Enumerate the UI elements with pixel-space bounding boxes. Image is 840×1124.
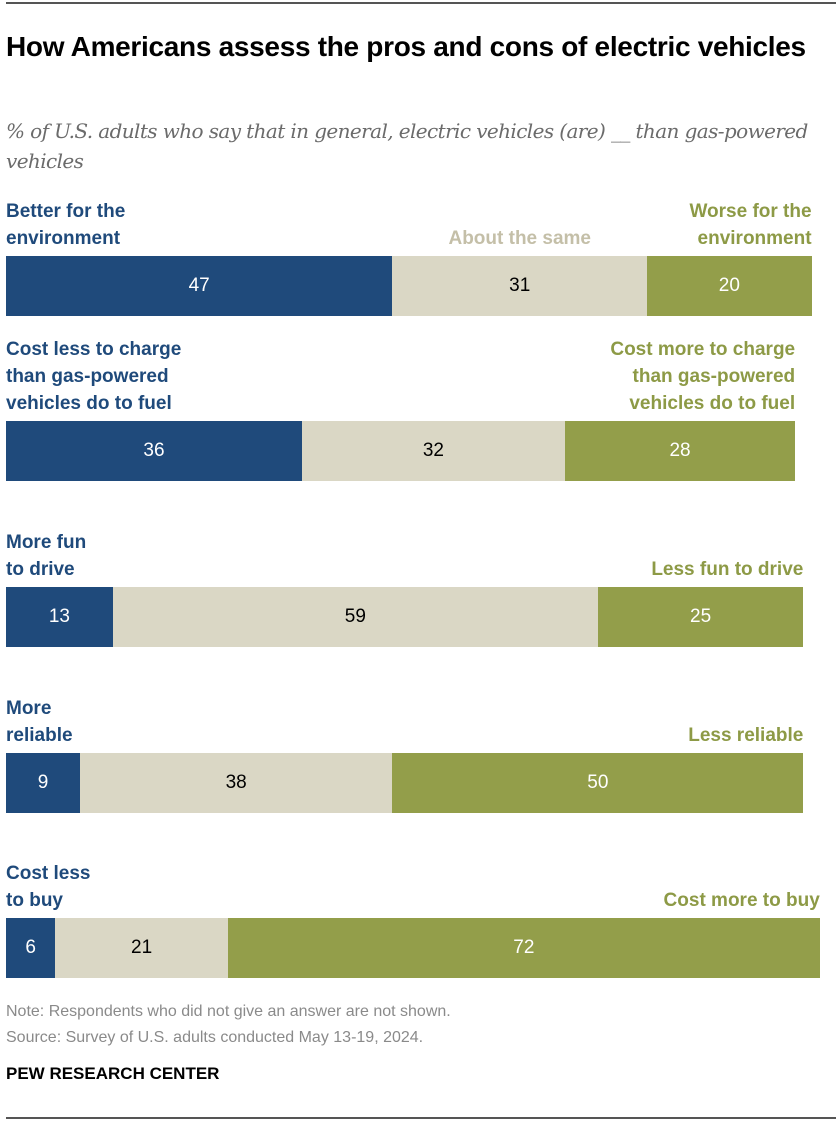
data-label: 50 [587,772,609,793]
same-segment: 31 [392,256,648,316]
data-label: 13 [48,606,70,627]
negative-segment: 28 [564,421,796,481]
positive-segment: 6 [6,918,56,978]
data-label: 28 [669,440,691,461]
same-segment: 38 [79,753,393,813]
data-label: 31 [509,275,531,296]
chart-subtitle: % of U.S. adults who say that in general… [6,119,808,173]
data-label: 20 [718,275,740,296]
negative-segment: 20 [647,256,812,316]
data-label: 21 [131,937,153,958]
data-label: 32 [422,440,444,461]
right-category-label: Less reliable [688,725,804,746]
data-label: 36 [143,440,165,461]
negative-segment: 50 [392,753,804,813]
positive-segment: 36 [6,421,302,481]
left-category-label: Better for the environment [6,201,126,249]
negative-segment: 72 [227,918,820,978]
positive-segment: 9 [6,753,80,813]
bottom-rule [6,1117,836,1119]
positive-segment: 13 [6,587,113,647]
source-text: Source: Survey of U.S. adults conducted … [6,1029,424,1046]
left-category-label: More reliable [6,698,73,746]
data-label: 47 [188,275,210,296]
note-text: Note: Respondents who did not give an an… [6,1003,451,1020]
data-label: 38 [225,772,247,793]
brand-label: PEW RESEARCH CENTER [6,1064,220,1083]
right-category-label: Less fun to drive [651,559,804,580]
left-category-label: More fun to drive [6,532,87,580]
negative-segment: 25 [597,587,804,647]
chart-title: How Americans assess the pros and cons o… [6,31,806,62]
data-label: 9 [37,772,49,793]
same-segment: 21 [55,918,228,978]
data-label: 59 [344,606,366,627]
middle-category-label: About the same [448,228,591,249]
data-label: 6 [25,937,36,958]
same-segment: 59 [112,587,598,647]
right-category-label: Cost more to buy [663,890,820,911]
right-category-label: Cost more to charge than gas-powered vehic… [610,339,796,414]
right-category-label: Worse for the environment [689,201,812,249]
same-segment: 32 [301,421,565,481]
data-label: 25 [690,606,712,627]
positive-segment: 47 [6,256,393,316]
left-category-label: Cost less to buy [6,863,91,911]
data-label: 72 [513,937,535,958]
top-rule [6,2,836,4]
left-category-label: Cost less to charge than gas-powered vehic… [6,339,182,414]
